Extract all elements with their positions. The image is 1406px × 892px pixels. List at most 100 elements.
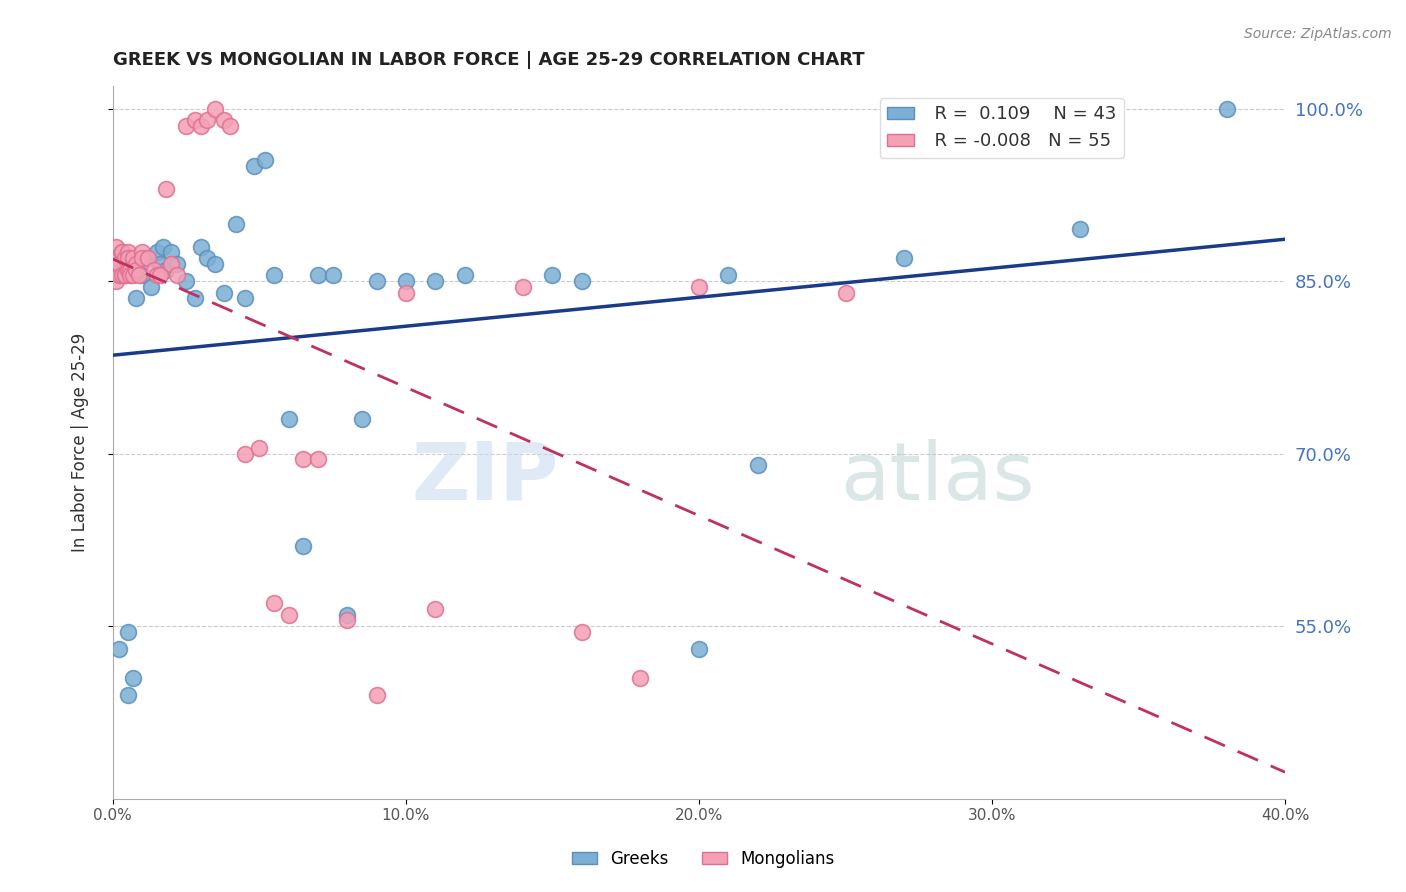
Point <box>195 113 218 128</box>
Point <box>571 274 593 288</box>
Point <box>122 268 145 283</box>
Point <box>512 280 534 294</box>
Point <box>307 452 329 467</box>
Point <box>111 245 134 260</box>
Point <box>717 268 740 283</box>
Point <box>114 268 136 283</box>
Point <box>688 642 710 657</box>
Point <box>541 268 564 283</box>
Point <box>120 268 142 283</box>
Point <box>117 624 139 639</box>
Point <box>114 268 136 283</box>
Point <box>688 280 710 294</box>
Point <box>336 607 359 622</box>
Point <box>292 539 315 553</box>
Point <box>1069 222 1091 236</box>
Point <box>131 268 153 283</box>
Point <box>149 257 172 271</box>
Point <box>242 159 264 173</box>
Point <box>107 257 129 271</box>
Point <box>166 257 188 271</box>
Point <box>292 452 315 467</box>
Point <box>212 285 235 300</box>
Point <box>893 251 915 265</box>
Point <box>139 280 162 294</box>
Point <box>1215 102 1237 116</box>
Point <box>160 245 183 260</box>
Point <box>136 251 159 265</box>
Point <box>190 239 212 253</box>
Text: ZIP: ZIP <box>411 439 558 516</box>
Text: Source: ZipAtlas.com: Source: ZipAtlas.com <box>1244 27 1392 41</box>
Point <box>117 251 139 265</box>
Point <box>155 182 177 196</box>
Point <box>190 119 212 133</box>
Point <box>149 268 172 283</box>
Point <box>233 291 256 305</box>
Point <box>254 153 277 168</box>
Point <box>212 113 235 128</box>
Point <box>131 245 153 260</box>
Point <box>104 251 127 265</box>
Point <box>125 257 148 271</box>
Point <box>128 268 150 283</box>
Point <box>350 412 373 426</box>
Point <box>307 268 329 283</box>
Point <box>107 642 129 657</box>
Point <box>166 268 188 283</box>
Point <box>146 268 169 283</box>
Point <box>174 119 197 133</box>
Legend: Greeks, Mongolians: Greeks, Mongolians <box>565 844 841 875</box>
Point <box>125 291 148 305</box>
Text: GREEK VS MONGOLIAN IN LABOR FORCE | AGE 25-29 CORRELATION CHART: GREEK VS MONGOLIAN IN LABOR FORCE | AGE … <box>112 51 865 69</box>
Point <box>114 251 136 265</box>
Point <box>277 607 299 622</box>
Point <box>107 251 129 265</box>
Point <box>425 274 447 288</box>
Point <box>152 239 174 253</box>
Point <box>122 251 145 265</box>
Point <box>107 268 129 283</box>
Point <box>111 268 134 283</box>
Point <box>146 245 169 260</box>
Point <box>628 671 651 685</box>
Legend:   R =  0.109    N = 43,   R = -0.008   N = 55: R = 0.109 N = 43, R = -0.008 N = 55 <box>880 98 1123 158</box>
Point <box>366 688 388 702</box>
Point <box>125 262 148 277</box>
Point <box>117 262 139 277</box>
Point <box>117 688 139 702</box>
Point <box>747 458 769 472</box>
Point <box>104 262 127 277</box>
Point <box>263 268 285 283</box>
Point <box>204 102 226 116</box>
Point <box>120 262 142 277</box>
Point <box>104 257 127 271</box>
Point <box>195 251 218 265</box>
Point <box>219 119 242 133</box>
Point <box>233 447 256 461</box>
Point <box>160 257 183 271</box>
Point <box>142 262 165 277</box>
Point <box>395 285 418 300</box>
Point <box>131 251 153 265</box>
Point <box>366 274 388 288</box>
Text: atlas: atlas <box>839 439 1033 516</box>
Point <box>104 274 127 288</box>
Point <box>322 268 344 283</box>
Point <box>834 285 856 300</box>
Point <box>453 268 475 283</box>
Point <box>184 113 207 128</box>
Point <box>184 291 207 305</box>
Point <box>247 441 270 455</box>
Point <box>204 257 226 271</box>
Point <box>117 245 139 260</box>
Y-axis label: In Labor Force | Age 25-29: In Labor Force | Age 25-29 <box>72 333 89 552</box>
Point <box>425 602 447 616</box>
Point <box>111 245 134 260</box>
Point <box>174 274 197 288</box>
Point <box>122 671 145 685</box>
Point <box>277 412 299 426</box>
Point <box>104 239 127 253</box>
Point <box>263 596 285 610</box>
Point <box>136 251 159 265</box>
